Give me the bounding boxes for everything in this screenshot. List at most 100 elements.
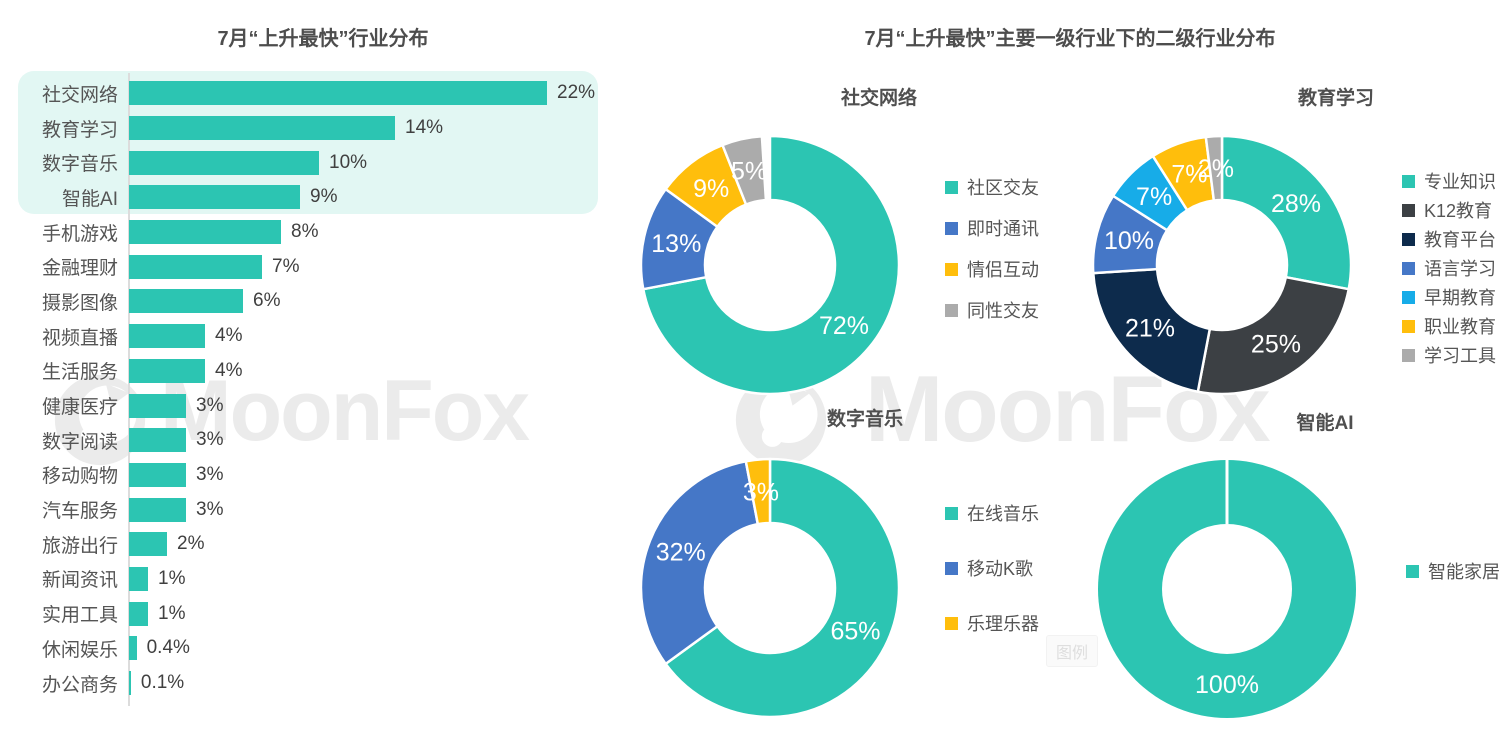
bar-category-label: 生活服务 <box>41 362 118 384</box>
bar-row: 数字阅读 3% <box>0 423 645 458</box>
bar <box>129 150 319 175</box>
legend-label: K12教育 <box>1424 201 1493 221</box>
legend-swatch-icon <box>1402 174 1415 188</box>
donut-slice <box>744 457 772 526</box>
slice-value-label: 3% <box>743 478 779 506</box>
bar-row: 移动购物 3% <box>0 458 645 493</box>
legend-swatch-icon <box>1402 319 1415 333</box>
donut-slice <box>1092 267 1212 393</box>
bar <box>129 324 205 349</box>
donut-title-social: 社交网络 <box>840 88 918 109</box>
moonfox-fox-icon <box>735 374 827 466</box>
bar <box>129 566 148 591</box>
bar-value-label: 2% <box>177 533 205 555</box>
bar <box>129 532 167 557</box>
legend-swatch-icon <box>1402 203 1415 217</box>
bar-value-label: 1% <box>158 567 186 589</box>
moonfox-watermark-center: MoonFox <box>733 362 1271 468</box>
bar-value-label: 6% <box>253 290 281 312</box>
bar-value-label: 14% <box>405 117 444 139</box>
bar <box>129 393 186 418</box>
legend-item: 社区交友 <box>945 167 1039 208</box>
bar-category-label: 社交网络 <box>41 84 118 106</box>
bar-category-label: 数字音乐 <box>41 154 118 176</box>
bar-category-label: 智能AI <box>62 188 118 210</box>
legend-swatch-icon <box>945 262 958 276</box>
bar-row: 旅游出行 2% <box>0 527 645 562</box>
bar-row: 生活服务 4% <box>0 354 645 389</box>
legend-item: 乐理乐器 <box>945 596 1039 651</box>
legend-item: 教育平台 <box>1402 225 1496 254</box>
legend-swatch-icon <box>945 221 958 235</box>
donut-chart-智能AI: 100% <box>1098 460 1356 718</box>
legend-label: 早期教育 <box>1424 288 1496 308</box>
bar-value-label: 0.4% <box>146 637 190 659</box>
bar-value-label: 4% <box>215 325 243 347</box>
legend-item: 智能家居 <box>1406 556 1500 586</box>
bar <box>129 289 243 314</box>
moonfox-watermark-left: MoonFox <box>52 368 530 468</box>
bar-row: 数字音乐 10% <box>0 145 645 180</box>
bar-category-label: 数字阅读 <box>41 431 118 453</box>
bar-category-label: 摄影图像 <box>41 292 118 314</box>
donut-title-education: 教育学习 <box>1297 88 1375 109</box>
bar-category-label: 视频直播 <box>41 327 118 349</box>
donut-slice <box>664 457 901 719</box>
bar-category-label: 实用工具 <box>41 605 118 627</box>
bar-value-label: 22% <box>557 82 596 104</box>
bar-row: 手机游戏 8% <box>0 215 645 250</box>
slice-value-label: 7% <box>1136 183 1172 211</box>
slice-value-label: 2% <box>1198 155 1234 183</box>
legend-item: 即时通讯 <box>945 208 1039 249</box>
bar <box>129 497 186 522</box>
bar <box>129 220 281 245</box>
slice-value-label: 65% <box>831 618 881 646</box>
bar-chart-title: 7月“上升最快”行业分布 <box>217 28 429 50</box>
bar-rows-container: 社交网络 22% 教育学习 14% 数字音乐 10% 智能AI 9% 手机游戏 8% 金融理财 7% 摄… <box>0 76 645 700</box>
bar <box>129 254 262 279</box>
bar <box>129 358 205 383</box>
legend-swatch-icon <box>1402 261 1415 275</box>
slice-value-label: 25% <box>1251 330 1301 358</box>
bar-row: 汽车服务 3% <box>0 492 645 527</box>
legend-label: 职业教育 <box>1424 317 1496 337</box>
donut-slice <box>721 135 768 206</box>
legend-label: 专业知识 <box>1424 172 1496 192</box>
legend-label: 语言学习 <box>1424 259 1496 279</box>
bar <box>129 462 186 487</box>
bar <box>129 671 131 696</box>
slice-value-label: 32% <box>656 539 706 567</box>
bar <box>129 185 300 210</box>
donut-slice <box>639 460 760 666</box>
donut-slice <box>1220 134 1353 291</box>
legend-item: 移动K歌 <box>945 541 1039 596</box>
bar-row: 视频直播 4% <box>0 319 645 354</box>
bar-category-label: 新闻资讯 <box>41 570 118 592</box>
legend-swatch-icon <box>1402 348 1415 362</box>
legend-item: 早期教育 <box>1402 283 1496 312</box>
legend-label: 学习工具 <box>1424 346 1496 366</box>
bar <box>129 81 547 106</box>
legend-label: 智能家居 <box>1428 562 1500 582</box>
slice-value-label: 5% <box>731 157 767 185</box>
bar-category-label: 办公商务 <box>41 674 118 696</box>
bar-value-label: 4% <box>215 359 243 381</box>
legend-item: 同性交友 <box>945 290 1039 331</box>
donut-slice <box>1196 275 1350 396</box>
donut-legend-数字音乐: 在线音乐 移动K歌 乐理乐器 <box>945 486 1039 651</box>
moonfox-fox-icon <box>54 374 146 466</box>
donut-title-music: 数字音乐 <box>826 409 904 430</box>
bar-category-label: 休闲娱乐 <box>41 639 118 661</box>
bar-category-label: 移动购物 <box>41 466 118 488</box>
legend-item: 语言学习 <box>1402 254 1496 283</box>
bar-category-label: 金融理财 <box>41 258 118 280</box>
bar-chart-axis <box>128 73 130 706</box>
bar-value-label: 3% <box>196 498 224 520</box>
bar-value-label: 1% <box>158 602 186 624</box>
legend-swatch-icon <box>945 616 958 630</box>
legend-label: 即时通讯 <box>967 219 1039 239</box>
bar-row: 健康医疗 3% <box>0 388 645 423</box>
legend-swatch-icon <box>1402 290 1415 304</box>
bar-row: 新闻资讯 1% <box>0 562 645 597</box>
